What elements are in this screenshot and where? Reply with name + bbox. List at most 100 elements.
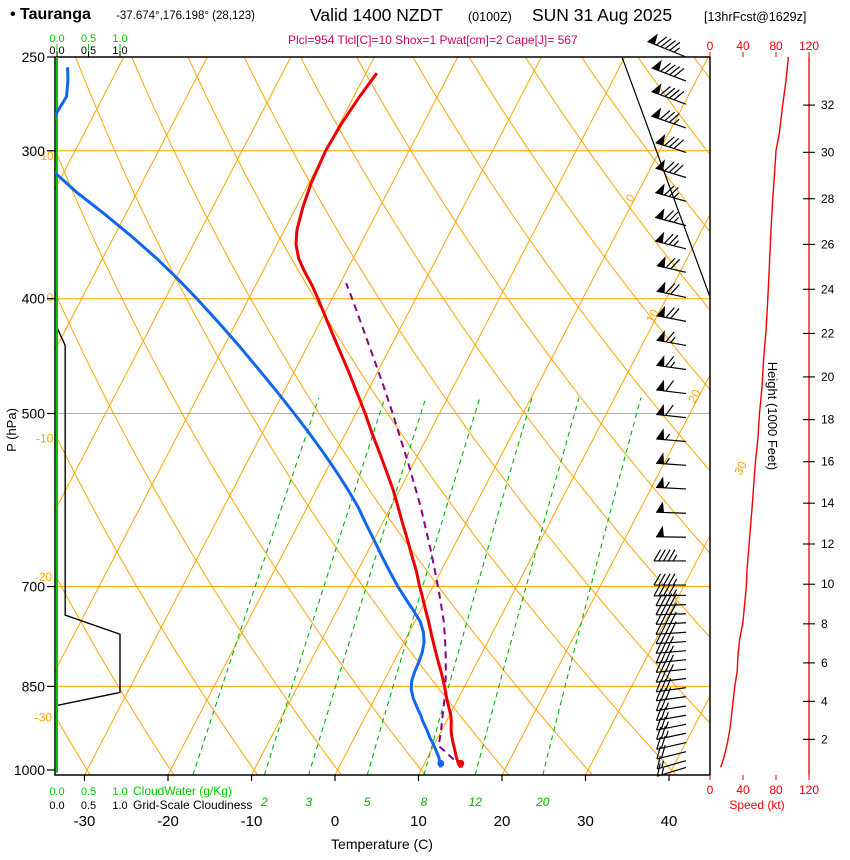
height-tick-label: 16 (821, 455, 835, 469)
temperature-tick-label: 0 (331, 813, 339, 830)
height-tick-label: 22 (821, 326, 835, 340)
pressure-tick-label: 300 (22, 143, 46, 159)
pressure-tick-label: 250 (22, 49, 46, 65)
height-tick-label: 24 (821, 282, 835, 296)
speed-tick-bottom: 40 (736, 783, 750, 797)
dry-adiabat-line (468, 57, 710, 391)
mixing-ratio-line (308, 397, 427, 775)
mixing-ratio-line (192, 397, 320, 775)
dry-adiabat-line (131, 57, 593, 775)
temperature-tick-label: 20 (494, 813, 511, 830)
dry-adiabat-line (55, 147, 426, 775)
surface-temperature-dot (457, 759, 465, 767)
dry-adiabat-label: -10 (36, 432, 54, 446)
speed-tick-top: 40 (736, 39, 750, 53)
pressure-tick-label: 700 (22, 579, 46, 595)
isotherm-line (334, 57, 709, 775)
mixing-ratio-line (366, 397, 481, 775)
dry-adiabat-line (75, 57, 510, 775)
cloudwater-scale-top: 0.5 (81, 33, 96, 45)
isotherm-line (55, 57, 375, 673)
cloudwater-scale-bottom: 0.5 (81, 786, 96, 798)
surface-dewpoint-dot (437, 759, 445, 767)
isotherm-line (55, 57, 292, 512)
height-axis-title: Height (1000 Feet) (765, 362, 780, 470)
isotherm-label: 10 (643, 307, 662, 326)
cloudiness-legend-label: Grid-Scale Cloudiness (133, 798, 252, 812)
temperature-tick-label: -20 (157, 813, 179, 830)
isotherm-line (251, 57, 626, 775)
cloudiness-scale-bottom: 0.0 (49, 800, 64, 812)
speed-tick-bottom: 120 (799, 783, 819, 797)
speed-axis: 0 0 40 40 80 80 120 120 Speed (kt) (707, 39, 820, 812)
speed-tick-bottom: 80 (769, 783, 783, 797)
height-tick-label: 32 (821, 98, 835, 112)
station-name: • Tauranga (10, 6, 91, 23)
temperature-tick-label: -10 (241, 813, 263, 830)
sounding-indices: Plcl=954 Tlcl[C]=10 Shox=1 Pwat[cm]=2 Ca… (288, 33, 578, 47)
isotherm-label: 0 (623, 192, 639, 205)
temperature-tick-label: 40 (661, 813, 678, 830)
speed-axis-title: Speed (kt) (729, 798, 784, 812)
pressure-tick-label: 1000 (14, 762, 45, 778)
height-tick-label: 8 (821, 617, 828, 631)
pressure-tick-label: 400 (22, 291, 46, 307)
valid-utc: (0100Z) (468, 10, 512, 24)
pressure-tick-label: 500 (22, 406, 46, 422)
isotherm-line (501, 373, 710, 775)
temperature-tick-label: 10 (410, 813, 427, 830)
mixing-ratio-line (542, 397, 642, 775)
isotherm-line (585, 534, 710, 775)
pressure-tick-label: 850 (22, 678, 46, 694)
cloudwater-legend-label: CloudWater (g/Kg) (133, 784, 232, 798)
dry-adiabat-line (581, 57, 710, 233)
station-coords: -37.674°,176.198° (28,123) (116, 10, 255, 22)
dry-adiabat-line (243, 57, 710, 724)
cloud-fraction-curve (56, 327, 121, 773)
speed-tick-bottom: 0 (707, 783, 714, 797)
height-tick-label: 2 (821, 732, 828, 746)
dry-adiabat-label: -20 (35, 570, 53, 584)
isotherm-line (55, 57, 208, 352)
cloudwater-scale-top: 1.0 (112, 33, 127, 45)
mixing-ratio-label: 12 (469, 795, 483, 809)
temperature-axis: -30 -20 -10 0 10 20 30 40 Temperature (C) (74, 775, 678, 852)
mixing-ratio-label: 2 (260, 795, 268, 809)
speed-tick-top: 80 (769, 39, 783, 53)
cloud-scales: 0.00.00.50.51.01.00.00.00.50.51.01.0Clou… (49, 33, 252, 812)
cloudiness-scale-bottom: 0.5 (81, 800, 96, 812)
mixing-ratio-label: 8 (421, 795, 428, 809)
dry-adiabat-line (356, 57, 710, 554)
parcel-curve (345, 282, 464, 769)
mixing-ratio-label: 20 (535, 795, 550, 809)
cloudwater-scale-top: 0.0 (49, 33, 64, 45)
height-tick-label: 26 (821, 237, 835, 251)
grid-lines (55, 57, 710, 775)
isotherm-line (167, 57, 542, 775)
temperature-curve (294, 72, 463, 769)
dry-adiabat-label: 0 (47, 290, 54, 304)
cloudwater-scale-bottom: 1.0 (112, 786, 127, 798)
dry-adiabat-label: 10 (40, 149, 54, 163)
pressure-axis: 250 300 400 500 700 850 1000 P (hPa) (4, 49, 55, 778)
isotherm-line (55, 57, 125, 191)
dry-adiabat-line (412, 57, 710, 472)
wind-barbs (647, 33, 687, 777)
speed-tick-top: 120 (799, 39, 819, 53)
height-tick-label: 6 (821, 656, 828, 670)
cloudiness-scale-bottom: 1.0 (112, 800, 127, 812)
height-tick-label: 18 (821, 413, 835, 427)
isotherm-label: 20 (685, 387, 704, 406)
cloudwater-scale-bottom: 0.0 (49, 786, 64, 798)
height-tick-label: 20 (821, 370, 835, 384)
pressure-axis-title: P (hPa) (4, 408, 19, 452)
isotherm-label: 30 (731, 459, 750, 478)
height-tick-label: 10 (821, 577, 835, 591)
dry-adiabat-line (187, 57, 677, 775)
speed-tick-top: 0 (707, 39, 714, 53)
valid-date: SUN 31 Aug 2025 (532, 5, 673, 25)
height-reference-line (621, 56, 711, 298)
